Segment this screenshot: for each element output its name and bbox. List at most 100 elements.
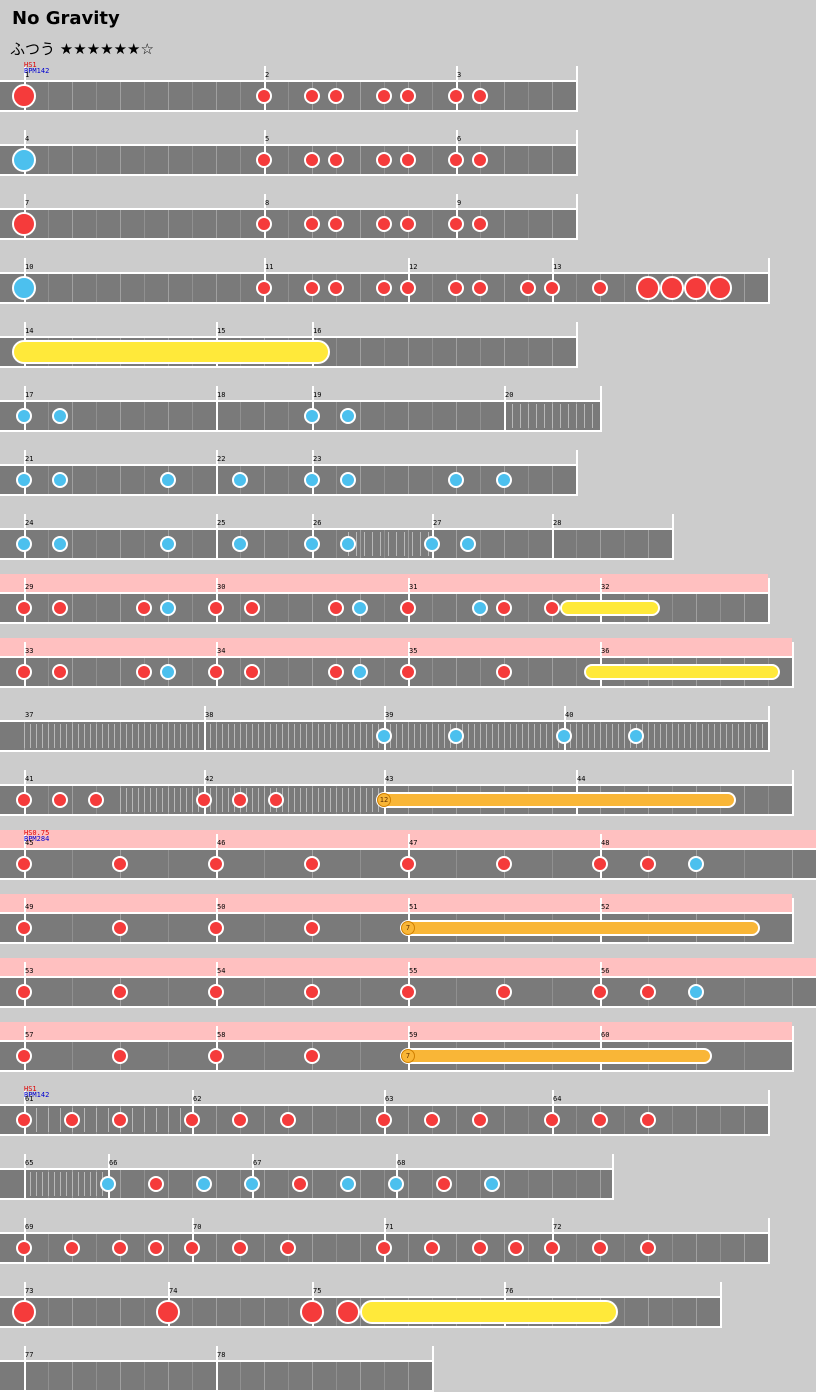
fine-line	[186, 788, 187, 812]
fine-line	[216, 724, 217, 748]
measure-number: 39	[385, 711, 394, 719]
beat-line	[192, 530, 193, 558]
beat-line	[168, 146, 169, 174]
don-note	[496, 600, 512, 616]
beat-line	[528, 82, 529, 110]
ka-note	[16, 536, 32, 552]
don-note	[16, 1112, 32, 1128]
beat-line	[504, 82, 505, 110]
ka-note	[160, 472, 176, 488]
beat-line	[480, 338, 481, 366]
fine-line	[618, 724, 619, 748]
fine-line	[138, 724, 139, 748]
beat-line	[672, 1298, 673, 1326]
measure-number: 75	[313, 1287, 322, 1295]
beat-line	[504, 338, 505, 366]
beat-line	[240, 274, 241, 302]
don-note	[112, 1240, 128, 1256]
beat-line	[720, 1106, 721, 1134]
fine-line	[672, 724, 673, 748]
fine-line	[366, 788, 367, 812]
don-note	[244, 600, 260, 616]
beat-line	[432, 466, 433, 494]
measure-number: 47	[409, 839, 418, 847]
ka-note	[160, 600, 176, 616]
don-note	[400, 152, 416, 168]
don-note	[16, 664, 32, 680]
ka-note	[340, 1176, 356, 1192]
beat-line	[192, 466, 193, 494]
measure-number: 14	[25, 327, 34, 335]
don-note	[448, 88, 464, 104]
beat-line	[192, 1170, 193, 1198]
scroll-annotation: BPM284	[24, 835, 50, 843]
beat-line	[528, 530, 529, 558]
beat-line	[144, 146, 145, 174]
fine-line	[544, 404, 545, 428]
measure-number: 41	[25, 775, 34, 783]
fine-line	[144, 724, 145, 748]
bar-line	[768, 1218, 770, 1264]
beat-line	[624, 1298, 625, 1326]
don-note	[304, 984, 320, 1000]
fine-line	[192, 724, 193, 748]
fine-line	[150, 724, 151, 748]
beat-line	[384, 1170, 385, 1198]
fine-line	[516, 724, 517, 748]
beat-line	[264, 402, 265, 430]
beat-line	[408, 1362, 409, 1390]
don-note	[64, 1240, 80, 1256]
measure-number: 43	[385, 775, 394, 783]
measure-number: 44	[577, 775, 586, 783]
fine-line	[120, 724, 121, 748]
don-note	[52, 792, 68, 808]
beat-line	[504, 1170, 505, 1198]
drumroll	[360, 1300, 618, 1324]
fine-line	[264, 724, 265, 748]
measure-number: 56	[601, 967, 610, 975]
difficulty-label: ふつう	[10, 40, 56, 58]
fine-line	[24, 724, 25, 748]
don-note	[112, 920, 128, 936]
don-note	[136, 600, 152, 616]
bar-line	[720, 1282, 722, 1328]
beat-line	[432, 594, 433, 622]
don-note	[16, 1240, 32, 1256]
beat-line	[72, 1362, 73, 1390]
fine-line	[318, 788, 319, 812]
don-note	[448, 280, 464, 296]
measure-number: 53	[25, 967, 34, 975]
fine-line	[96, 1172, 97, 1196]
measure-number: 34	[217, 647, 226, 655]
measure-number: 18	[217, 391, 226, 399]
beat-line	[360, 338, 361, 366]
beat-line	[120, 594, 121, 622]
fine-line	[732, 724, 733, 748]
ka-note	[100, 1176, 116, 1192]
fine-line	[560, 404, 561, 428]
fine-line	[48, 1108, 49, 1132]
don-note	[208, 664, 224, 680]
beat-line	[168, 274, 169, 302]
fine-line	[90, 1172, 91, 1196]
fine-line	[412, 532, 413, 556]
beat-line	[168, 914, 169, 942]
beat-line	[96, 658, 97, 686]
fine-line	[528, 404, 529, 428]
beat-line	[432, 658, 433, 686]
beat-line	[480, 1170, 481, 1198]
fine-line	[144, 788, 145, 812]
ka-note	[16, 472, 32, 488]
beat-line	[192, 658, 193, 686]
beat-line	[216, 1170, 217, 1198]
don-note	[400, 88, 416, 104]
fine-line	[342, 724, 343, 748]
fine-line	[568, 404, 569, 428]
don-note	[400, 664, 416, 680]
fine-line	[588, 724, 589, 748]
measure-number: 33	[25, 647, 34, 655]
don-note	[52, 600, 68, 616]
don-note	[472, 1112, 488, 1128]
beat-line	[264, 658, 265, 686]
fine-line	[474, 724, 475, 748]
